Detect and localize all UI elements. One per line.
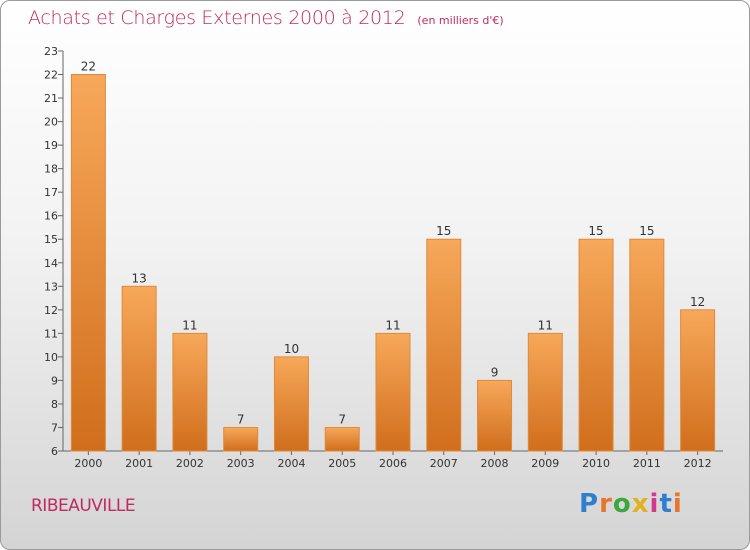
bar bbox=[324, 426, 360, 452]
bars bbox=[70, 74, 716, 452]
x-tick-label: 2006 bbox=[379, 457, 407, 470]
y-tick-label: 20 bbox=[44, 116, 58, 129]
value-label: 11 bbox=[538, 318, 553, 332]
value-label: 13 bbox=[132, 271, 147, 285]
labels: 2000 22 2001 13 2002 11 2003 7 2004 10 2005 7 2006 11… bbox=[74, 60, 711, 470]
logo-letter: P bbox=[579, 489, 600, 519]
bar bbox=[375, 332, 411, 452]
bar bbox=[70, 74, 106, 452]
value-label: 7 bbox=[237, 412, 245, 426]
y-tick-label: 15 bbox=[44, 233, 58, 246]
x-tick-label: 2012 bbox=[684, 457, 712, 470]
y-tick-label: 12 bbox=[44, 304, 58, 317]
bar bbox=[477, 379, 513, 452]
value-label: 11 bbox=[385, 318, 400, 332]
y-tick-label: 23 bbox=[44, 45, 58, 58]
x-tick-label: 2003 bbox=[227, 457, 255, 470]
x-tick-label: 2007 bbox=[430, 457, 458, 470]
y-tick-label: 8 bbox=[51, 398, 58, 411]
value-label: 7 bbox=[338, 412, 346, 426]
bar bbox=[629, 238, 665, 452]
chart-title: Achats et Charges Externes 2000 à 2012 (e… bbox=[28, 7, 504, 29]
chart-title-text: Achats et Charges Externes 2000 à 2012 bbox=[28, 7, 406, 29]
logo-letter: i bbox=[672, 489, 683, 519]
proxiti-logo: Proxiti bbox=[579, 489, 683, 519]
x-tick-label: 2004 bbox=[277, 457, 305, 470]
x-tick-label: 2009 bbox=[531, 457, 559, 470]
value-label: 9 bbox=[491, 365, 499, 379]
x-tick-label: 2001 bbox=[125, 457, 153, 470]
x-tick-label: 2010 bbox=[582, 457, 610, 470]
y-tick-label: 18 bbox=[44, 163, 58, 176]
value-label: 11 bbox=[182, 318, 197, 332]
x-tick-label: 2008 bbox=[481, 457, 509, 470]
bar bbox=[223, 426, 259, 452]
x-tick-label: 2002 bbox=[176, 457, 204, 470]
x-tick-label: 2000 bbox=[74, 457, 102, 470]
bar bbox=[426, 238, 462, 452]
value-label: 12 bbox=[690, 295, 705, 309]
value-label: 15 bbox=[436, 224, 451, 238]
unit-note: (en milliers d'€) bbox=[417, 14, 504, 27]
y-tick-label: 21 bbox=[44, 92, 58, 105]
bar bbox=[578, 238, 614, 452]
y-tick-label: 11 bbox=[44, 327, 58, 340]
y-tick-label: 9 bbox=[51, 374, 58, 387]
bar bbox=[680, 309, 716, 452]
x-tick-label: 2005 bbox=[328, 457, 356, 470]
value-label: 22 bbox=[81, 60, 96, 74]
bar bbox=[172, 332, 208, 452]
y-tick-label: 22 bbox=[44, 69, 58, 82]
y-tick-label: 19 bbox=[44, 139, 58, 152]
value-label: 15 bbox=[588, 224, 603, 238]
y-tick-label: 14 bbox=[44, 257, 58, 270]
logo-letter: r bbox=[599, 489, 613, 519]
y-tick-label: 13 bbox=[44, 280, 58, 293]
y-tick-label: 17 bbox=[44, 186, 58, 199]
y-tick-label: 16 bbox=[44, 210, 58, 223]
logo-letter: o bbox=[612, 489, 632, 519]
bar bbox=[121, 285, 157, 452]
y-tick-label: 7 bbox=[51, 421, 58, 434]
logo-letter: t bbox=[659, 489, 673, 519]
logo-letter: x bbox=[631, 489, 650, 519]
value-label: 10 bbox=[284, 342, 299, 356]
logo-letter: i bbox=[649, 489, 660, 519]
y-tick-label: 6 bbox=[51, 445, 58, 458]
value-label: 15 bbox=[639, 224, 654, 238]
bar bbox=[527, 332, 563, 452]
commune-name: RIBEAUVILLE bbox=[31, 496, 136, 516]
y-tick-label: 10 bbox=[44, 351, 58, 364]
x-tick-label: 2011 bbox=[633, 457, 661, 470]
bar bbox=[273, 356, 309, 452]
